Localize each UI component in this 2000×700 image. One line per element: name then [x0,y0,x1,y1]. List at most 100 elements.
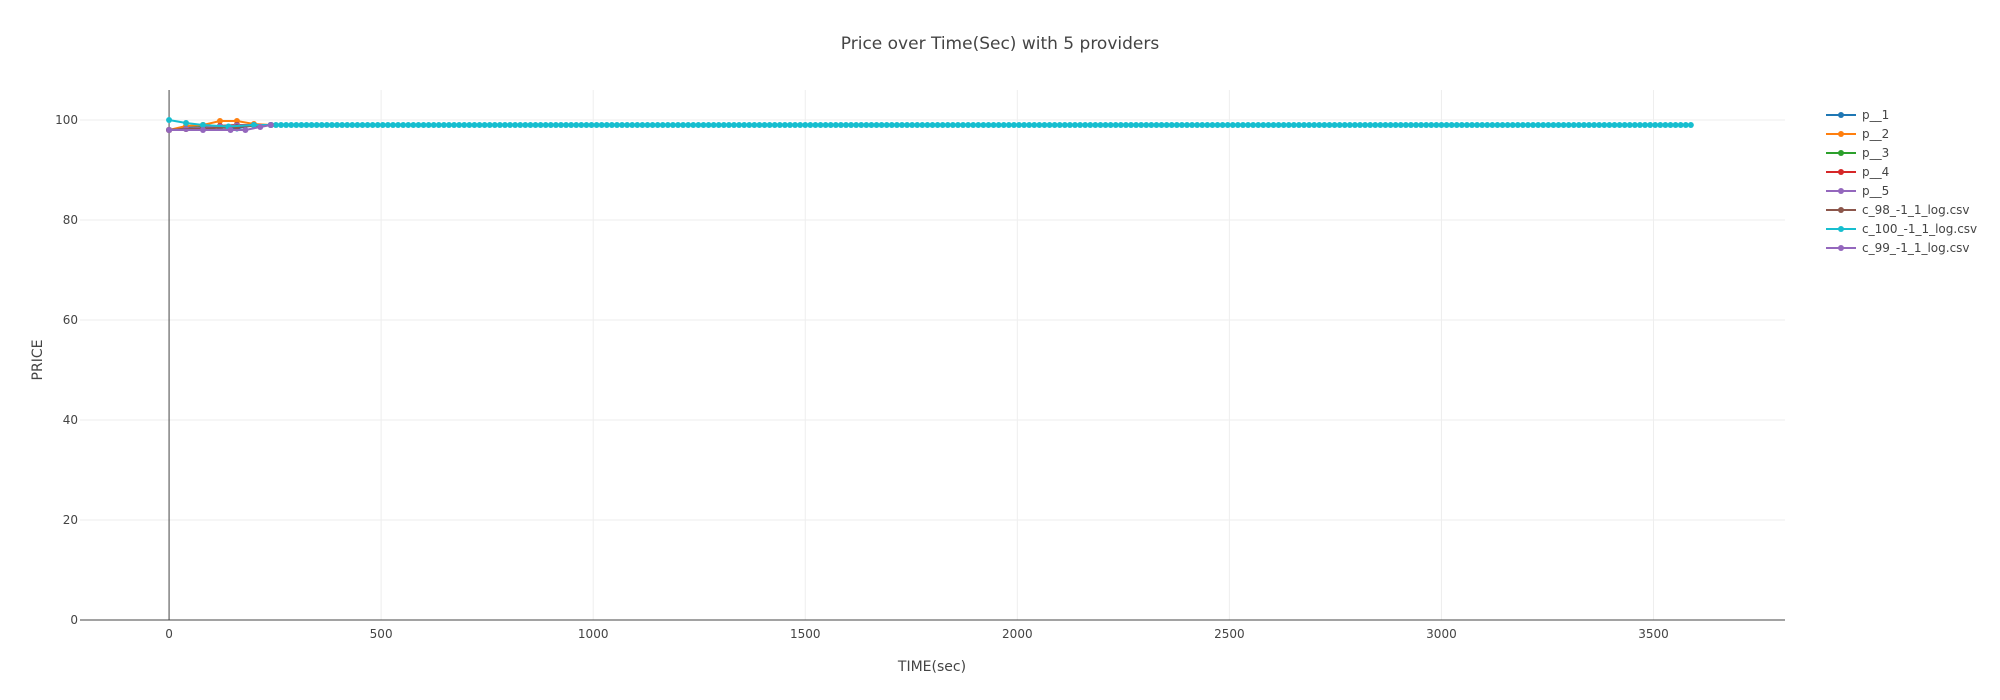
legend: p__1 p__2 p__3 p__4 p__5 c_98_-1_1_log.csv c_1… [1826,108,1977,255]
data-point [842,122,849,128]
data-point [792,122,799,128]
data-point [1682,122,1689,128]
data-point [227,127,234,133]
data-point [267,122,274,128]
data-point [1621,122,1628,128]
data-point [1255,122,1262,128]
legend-item[interactable]: p__1 [1826,108,1889,122]
data-point [1270,122,1277,128]
data-point [1463,122,1470,128]
data-point [965,122,972,128]
data-point [328,122,335,128]
data-point [359,122,366,128]
data-point [751,122,758,128]
data-point [588,122,595,128]
legend-item[interactable]: c_99_-1_1_log.csv [1826,241,1970,255]
data-point [1413,122,1420,128]
legend-item[interactable]: c_100_-1_1_log.csv [1826,222,1977,236]
data-point [1209,122,1216,128]
data-point [705,122,712,128]
data-point [1550,122,1557,128]
data-point [1494,122,1501,128]
data-point [771,122,778,128]
data-point [1484,122,1491,128]
data-point [583,122,590,128]
data-point [1580,122,1587,128]
data-point [1530,122,1537,128]
data-point [318,122,325,128]
data-point [1214,122,1221,128]
data-point [1265,122,1272,128]
data-point [1499,122,1506,128]
data-point [1545,122,1552,128]
data-point [1565,122,1572,128]
data-point [323,122,330,128]
data-point [1178,122,1185,128]
data-point [970,122,977,128]
data-point [1555,122,1562,128]
data-point [1066,122,1073,128]
data-point [199,127,206,133]
data-point [664,122,671,128]
y-tick-label: 0 [70,613,78,627]
data-point [995,122,1002,128]
data-point [837,122,844,128]
data-point [776,122,783,128]
data-point [384,122,391,128]
data-point [634,122,641,128]
data-point [858,122,865,128]
data-point [914,122,921,128]
data-point [242,127,249,133]
data-point [288,122,295,128]
legend-item[interactable]: c_98_-1_1_log.csv [1826,203,1970,217]
x-tick-label: 0 [165,627,173,641]
data-point [1102,122,1109,128]
data-point [1341,122,1348,128]
data-point [435,122,442,128]
legend-item[interactable]: p__3 [1826,146,1889,160]
data-point [1051,122,1058,128]
data-point [1194,122,1201,128]
data-point [1000,122,1007,128]
legend-label: p__3 [1862,146,1889,160]
legend-swatch-marker [1838,245,1844,251]
data-point [1672,122,1679,128]
data-point [1535,122,1542,128]
data-point [568,122,575,128]
grid [80,90,1785,620]
y-tick-label: 40 [63,413,78,427]
data-point [924,122,931,128]
data-point [1173,122,1180,128]
data-point [975,122,982,128]
data-point [1005,122,1012,128]
data-point [563,122,570,128]
data-point [1097,122,1104,128]
data-point [395,122,402,128]
data-point [527,122,534,128]
y-tick-label: 60 [63,313,78,327]
data-point [1143,122,1150,128]
data-point [1016,122,1023,128]
data-point [1402,122,1409,128]
data-point [166,117,173,123]
data-point [659,122,666,128]
legend-item[interactable]: p__5 [1826,184,1889,198]
data-point [1377,122,1384,128]
data-point [537,122,544,128]
data-point [1357,122,1364,128]
legend-item[interactable]: p__4 [1826,165,1889,179]
data-point [919,122,926,128]
data-point [166,127,173,133]
chart-title: Price over Time(Sec) with 5 providers [841,34,1160,54]
legend-item[interactable]: p__2 [1826,127,1889,141]
data-point [308,122,315,128]
y-axis-title: PRICE [30,340,46,381]
data-point [491,122,498,128]
data-point [471,122,478,128]
data-point [1316,122,1323,128]
data-point [1662,122,1669,128]
data-point [985,122,992,128]
data-point [980,122,987,128]
data-point [1117,122,1124,128]
